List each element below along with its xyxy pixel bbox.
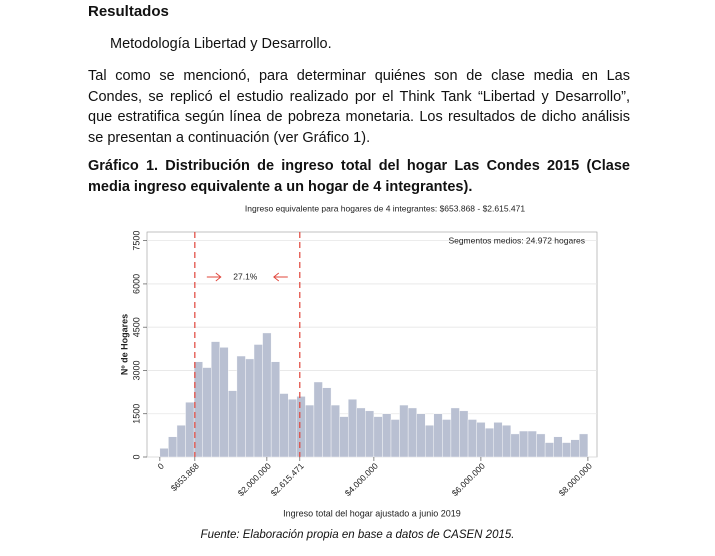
histogram-bar	[270, 361, 280, 458]
y-tick-label: 4500	[131, 317, 141, 337]
histogram-bar	[425, 425, 435, 458]
histogram-bar	[159, 448, 169, 458]
histogram-bar	[553, 436, 563, 458]
histogram-bar	[228, 390, 238, 458]
histogram-bar	[562, 442, 571, 458]
histogram-bar	[493, 422, 503, 458]
histogram-bar	[467, 419, 477, 458]
range-arrow	[273, 272, 288, 282]
histogram-bar	[390, 419, 400, 458]
histogram-bar	[185, 401, 195, 458]
y-axis-label: Nº de Hogares	[119, 314, 129, 375]
histogram-bar	[330, 404, 340, 458]
histogram-bar	[365, 410, 375, 458]
histogram-bar	[510, 433, 520, 458]
histogram-bar	[570, 439, 580, 458]
y-tick-label: 3000	[131, 360, 141, 380]
x-tick-label: $8.000.000	[557, 461, 594, 498]
x-tick-label: $4.000.000	[343, 461, 380, 498]
histogram-bar	[407, 407, 417, 458]
histogram-bar	[288, 399, 298, 458]
histogram-bar	[450, 407, 460, 458]
histogram-bar	[433, 413, 443, 458]
histogram-bar	[176, 425, 186, 458]
histogram-bar	[236, 355, 246, 458]
chart-title: Ingreso equivalente para hogares de 4 in…	[245, 203, 526, 213]
histogram-bar	[502, 425, 512, 458]
histogram-bar	[262, 332, 272, 458]
histogram-bar	[305, 404, 315, 458]
histogram-bar	[459, 410, 469, 458]
x-tick-label: $6.000.000	[450, 461, 487, 498]
source-note: Fuente: Elaboración propia en base a dat…	[200, 529, 515, 541]
x-axis-label: Ingreso total del hogar ajustado a junio…	[283, 508, 461, 518]
y-tick-label: 0	[131, 454, 141, 459]
paragraph: Tal como se mencionó, para determinar qu…	[88, 68, 630, 146]
x-tick-label: 0	[155, 461, 166, 472]
histogram-bar	[476, 422, 486, 458]
histogram-bar	[253, 344, 263, 458]
histogram-bar	[347, 399, 357, 458]
histogram-bar	[279, 393, 289, 458]
histogram-bar	[313, 381, 323, 458]
histogram-bar	[416, 413, 426, 458]
histogram-bar	[579, 433, 589, 458]
histogram-bar	[519, 430, 529, 458]
x-tick-label: $653.868	[169, 461, 201, 493]
subheading: Metodología Libertad y Desarrollo.	[110, 36, 332, 52]
histogram-bar	[296, 396, 306, 458]
histogram-bar	[544, 442, 554, 458]
range-arrow	[206, 272, 222, 282]
x-tick-label: $2.000.000	[236, 461, 273, 498]
histogram-bar	[202, 367, 212, 458]
histogram-bar	[382, 413, 392, 458]
histogram-bar	[484, 427, 494, 458]
annotation: Segmentos medios: 24.972 hogares	[448, 235, 585, 245]
histogram-bar	[399, 404, 409, 458]
histogram-bar	[168, 436, 178, 458]
histogram-bar	[322, 387, 332, 458]
heading: Resultados	[88, 3, 169, 20]
y-tick-label: 1500	[131, 404, 141, 424]
histogram-bar	[211, 341, 220, 458]
range-label: 27.1%	[233, 271, 258, 281]
histogram-bar	[442, 419, 452, 458]
histogram-bar	[339, 416, 349, 458]
histogram-bar	[245, 358, 255, 458]
y-tick-label: 6000	[131, 274, 141, 294]
histogram-bar	[356, 407, 366, 458]
x-tick-label: $2.615.471	[269, 461, 306, 498]
histogram-bar	[373, 416, 383, 458]
y-tick-label: 7500	[131, 231, 141, 251]
histogram-bar	[219, 347, 229, 458]
figure-caption: Gráfico 1. Distribución de ingreso total…	[88, 158, 630, 195]
histogram-bar	[527, 430, 537, 458]
histogram-bar	[536, 433, 546, 458]
